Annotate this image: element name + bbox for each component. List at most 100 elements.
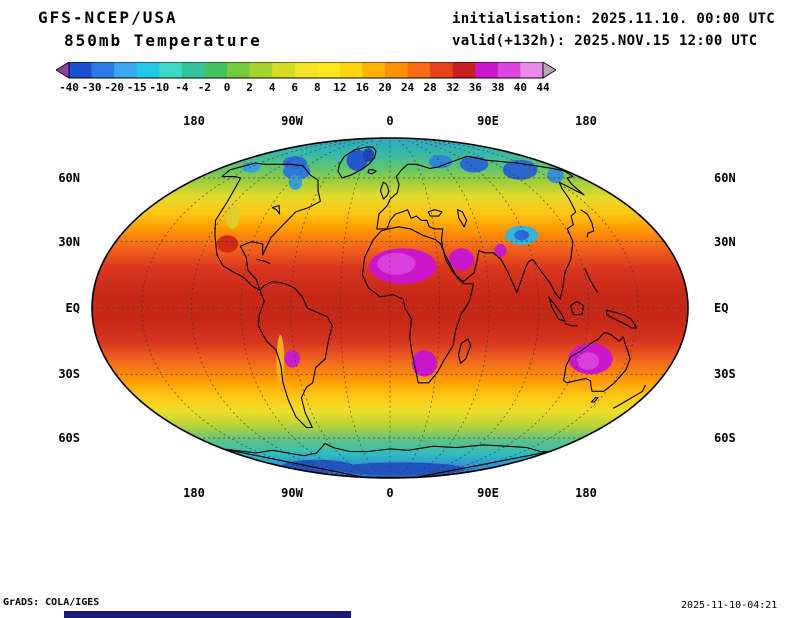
meridian-line bbox=[424, 140, 590, 476]
lon-label-top: 90W bbox=[281, 114, 303, 128]
colorbar-tick-label: 38 bbox=[491, 81, 504, 94]
temperature-anomaly-blob bbox=[336, 462, 465, 476]
colorbar-segment bbox=[136, 62, 160, 78]
meridian-line bbox=[398, 140, 441, 476]
coast-australia bbox=[563, 331, 631, 392]
lat-label-right: EQ bbox=[714, 301, 729, 315]
colorbar-tick-label: 12 bbox=[333, 81, 346, 94]
lat-label-left: 60S bbox=[58, 431, 80, 445]
colorbar-tick-label: 28 bbox=[424, 81, 437, 94]
colorbar-segment bbox=[204, 62, 228, 78]
initialisation-label: initialisation: 2025.11.10. 00:00 UTC bbox=[452, 11, 775, 27]
temperature-anomaly-blob bbox=[547, 167, 564, 184]
colorbar-segment bbox=[159, 62, 183, 78]
coast-iceland bbox=[367, 169, 377, 175]
coast-eurasia bbox=[376, 155, 585, 300]
temperature-anomaly-blob bbox=[377, 252, 416, 275]
colorbar-tick-label: 24 bbox=[401, 81, 415, 94]
temperature-anomaly-blob bbox=[411, 350, 437, 377]
colorbar-tick-label: -20 bbox=[104, 81, 124, 94]
coast-greenland bbox=[337, 146, 377, 179]
meridian-line bbox=[290, 140, 373, 476]
colorbar-tick-label: 36 bbox=[469, 81, 483, 94]
colorbar-segment bbox=[475, 62, 499, 78]
lon-label-bottom: 0 bbox=[386, 486, 394, 500]
colorbar-segment bbox=[272, 62, 296, 78]
lon-label-top: 180 bbox=[575, 114, 597, 128]
graticule bbox=[92, 140, 688, 476]
colorbar-tick-label: 4 bbox=[269, 81, 276, 94]
coast-japan bbox=[580, 209, 595, 238]
coast-south_america bbox=[257, 280, 333, 429]
colorbar-tick-label: -4 bbox=[175, 81, 189, 94]
temperature-anomaly-blob bbox=[284, 350, 300, 368]
creation-timestamp: 2025-11-10-04:21 bbox=[681, 600, 778, 611]
grads-credit: GrADS: COLA/IGES bbox=[3, 597, 100, 608]
temperature-anomaly-blob bbox=[494, 243, 507, 258]
colorbar-segment bbox=[452, 62, 476, 78]
coast-borneo bbox=[569, 300, 585, 316]
colorbar-tick-label: -15 bbox=[127, 81, 147, 94]
temperature-anomaly-blob bbox=[514, 230, 530, 241]
temperature-anomaly-blob bbox=[216, 235, 239, 253]
model-name: GFS-NCEP/USA bbox=[38, 8, 178, 27]
colorbar-segment bbox=[430, 62, 454, 78]
coast-caspian_sea bbox=[456, 209, 468, 228]
coast-madagascar bbox=[457, 338, 472, 364]
colorbar-tick-label: 16 bbox=[356, 81, 370, 94]
lat-label-right: 60S bbox=[714, 431, 736, 445]
lat-label-left: 30S bbox=[58, 367, 80, 381]
temperature-anomaly-blob bbox=[225, 203, 240, 229]
colorbar-tick-label: 44 bbox=[536, 81, 550, 94]
temperature-anomaly-blob bbox=[346, 149, 368, 171]
coast-north_america bbox=[214, 162, 321, 291]
colorbar-segment bbox=[407, 62, 431, 78]
temperature-anomaly-blob bbox=[428, 154, 453, 169]
colorbar-segment bbox=[385, 62, 408, 78]
temperature-anomaly-blob bbox=[241, 161, 261, 173]
coast-africa bbox=[361, 226, 475, 384]
lon-label-bottom: 180 bbox=[575, 486, 597, 500]
lat-label-left: 60N bbox=[58, 171, 80, 185]
coast-sumatra bbox=[548, 296, 566, 322]
field-name: 850mb Temperature bbox=[64, 31, 262, 50]
lon-label-bottom: 90E bbox=[477, 486, 499, 500]
colorbar-segment bbox=[114, 62, 138, 78]
colorbar-segment bbox=[497, 62, 521, 78]
meridian-line bbox=[407, 140, 490, 476]
lat-label-left: EQ bbox=[65, 301, 80, 315]
lat-label-right: 60N bbox=[714, 171, 736, 185]
colorbar-tick-label: -2 bbox=[198, 81, 211, 94]
valid-time-label: valid(+132h): 2025.NOV.15 12:00 UTC bbox=[452, 33, 758, 49]
colorbar-tick-label: 20 bbox=[378, 81, 391, 94]
colorbar-tick-label: -30 bbox=[82, 81, 102, 94]
lat-label-right: 30S bbox=[714, 367, 736, 381]
map-boundary bbox=[91, 137, 689, 479]
coast-new_zealand bbox=[612, 384, 646, 409]
colorbar-segment bbox=[91, 62, 115, 78]
colorbar-outline bbox=[68, 62, 544, 79]
lon-label-bottom: 180 bbox=[183, 486, 205, 500]
colorbar-segment bbox=[69, 62, 92, 78]
meridian-line bbox=[190, 140, 356, 476]
coastlines bbox=[214, 146, 646, 478]
lat-label-left: 30N bbox=[58, 235, 80, 249]
coast-antarctica bbox=[222, 442, 550, 478]
colorbar-tick-label: 0 bbox=[224, 81, 231, 94]
temperature-anomaly-blob bbox=[288, 174, 303, 190]
coast-new_guinea bbox=[606, 309, 638, 329]
temperature-anomaly-blob bbox=[577, 352, 600, 370]
lat-label-right: 30N bbox=[714, 235, 736, 249]
coast-java bbox=[564, 322, 578, 327]
temperature-colorbar: -40 -30 -20 -15 -10 -4 -2 0 2 4 6 8 12 16 20 24 28 32 36 38… bbox=[56, 62, 556, 94]
lon-label-bottom: 90W bbox=[281, 486, 303, 500]
colorbar-tick-label: 6 bbox=[291, 81, 298, 94]
bottom-strip bbox=[64, 611, 351, 618]
colorbar-tick-label: -10 bbox=[149, 81, 169, 94]
colorbar-tick-label: -40 bbox=[59, 81, 79, 94]
colorbar-tick-label: 2 bbox=[246, 81, 253, 94]
colorbar-segment bbox=[181, 62, 205, 78]
title-block: GFS-NCEP/USA 850mb Temperature bbox=[38, 6, 262, 52]
coast-britain bbox=[379, 181, 390, 200]
colorbar-segment bbox=[294, 62, 318, 78]
